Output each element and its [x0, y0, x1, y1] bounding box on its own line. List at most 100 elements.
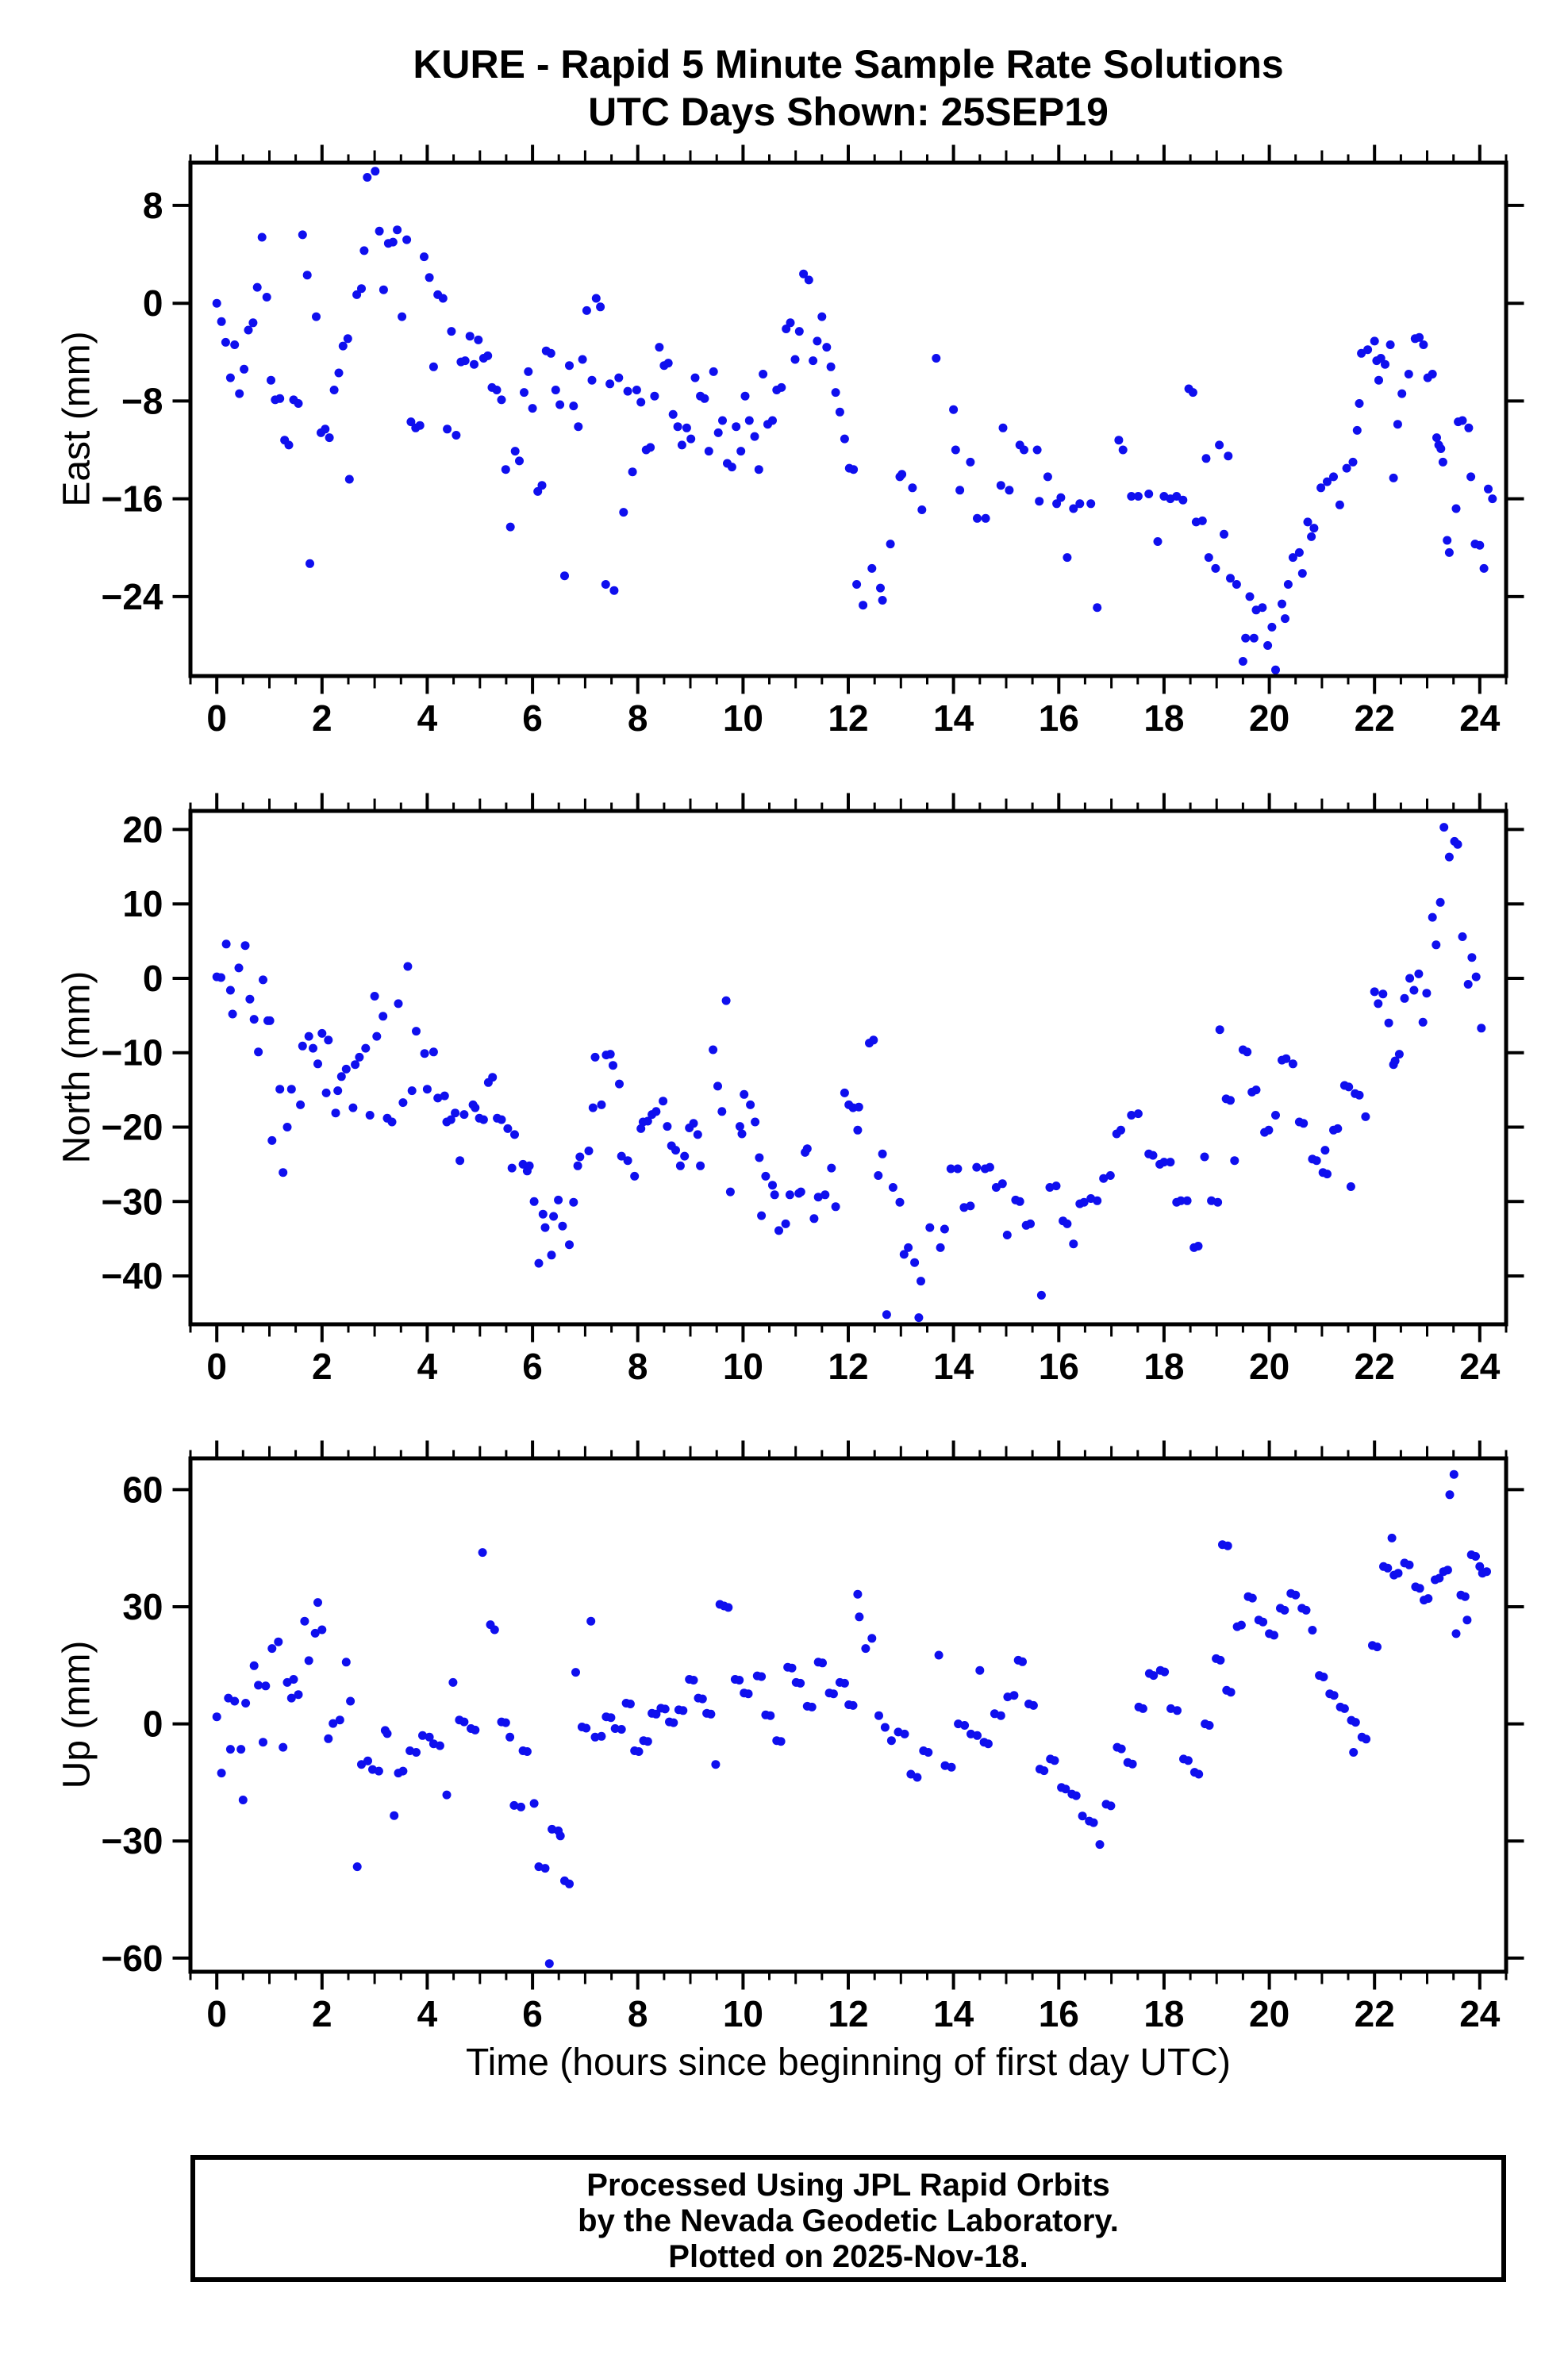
data-point [1093, 1196, 1102, 1205]
data-point [501, 1718, 510, 1727]
xtick-label: 16 [1039, 1346, 1079, 1387]
data-point [1223, 1541, 1232, 1550]
data-point [1288, 553, 1297, 563]
data-point [874, 1711, 883, 1720]
data-point [565, 361, 574, 371]
data-point [880, 1723, 890, 1732]
data-point [501, 465, 510, 474]
data-point [257, 232, 267, 242]
data-point [1428, 912, 1437, 922]
data-point [740, 1089, 749, 1099]
data-point [840, 1088, 849, 1097]
data-point [1460, 1592, 1470, 1601]
up-ticks [172, 1440, 1524, 1990]
data-point [1374, 999, 1383, 1008]
data-point [827, 1163, 836, 1173]
data-point [636, 398, 646, 407]
data-point [761, 1171, 771, 1181]
data-point [375, 226, 384, 236]
xtick-label: 6 [522, 697, 543, 739]
data-point [254, 1047, 263, 1057]
data-point [240, 941, 250, 951]
xtick-label: 16 [1039, 697, 1079, 739]
data-point [1352, 425, 1362, 435]
xtick-label: 0 [206, 1346, 227, 1387]
xtick-label: 12 [828, 1993, 868, 2034]
data-point [796, 1678, 805, 1688]
data-point [217, 317, 226, 326]
data-point [1291, 1590, 1301, 1600]
data-point [804, 275, 813, 285]
data-point [1405, 974, 1415, 983]
data-point [497, 395, 506, 405]
data-point [936, 1243, 945, 1252]
data-point [1114, 436, 1124, 445]
data-point [1475, 540, 1485, 550]
data-point [1133, 1109, 1143, 1119]
data-point [230, 340, 240, 349]
data-point [1384, 1018, 1393, 1028]
data-point [398, 312, 407, 321]
xtick-label: 24 [1459, 1346, 1501, 1387]
data-point [1312, 1156, 1321, 1166]
data-point [524, 367, 533, 376]
data-point [831, 388, 840, 398]
data-point [520, 388, 528, 398]
data-point [1444, 547, 1454, 557]
data-point [774, 1226, 783, 1235]
data-point [606, 1713, 616, 1723]
ytick-label: 0 [143, 958, 163, 999]
data-point [546, 348, 555, 358]
data-point [1405, 1560, 1414, 1569]
data-point [853, 1589, 863, 1599]
data-point [1043, 472, 1052, 482]
data-point [298, 1041, 307, 1051]
data-point [786, 318, 795, 328]
data-point [505, 1732, 515, 1742]
data-point [689, 1119, 698, 1128]
data-point [1188, 388, 1197, 398]
ytick-label: −16 [101, 478, 163, 520]
data-point [867, 1634, 877, 1643]
data-point [262, 293, 271, 302]
data-point [678, 1706, 688, 1715]
data-point [515, 456, 524, 466]
data-point [1488, 494, 1497, 504]
data-point [966, 1201, 975, 1211]
data-point [402, 235, 412, 244]
data-point [1267, 622, 1277, 632]
data-point [471, 1103, 480, 1112]
data-point [802, 1144, 812, 1154]
data-point [1194, 1769, 1204, 1779]
data-point [960, 1721, 970, 1730]
data-point [420, 252, 429, 262]
data-point [435, 1741, 444, 1750]
data-point [267, 1644, 277, 1654]
data-point [983, 1739, 993, 1749]
xtick-label: 12 [828, 697, 868, 739]
data-point [910, 1258, 920, 1267]
data-point [1351, 1718, 1360, 1727]
data-point [425, 273, 434, 282]
data-point [470, 359, 478, 369]
data-point [1333, 1124, 1343, 1133]
xtick-label: 18 [1143, 1346, 1184, 1387]
north-frame [188, 809, 1508, 1327]
data-point [274, 1637, 283, 1646]
data-point [259, 975, 267, 985]
data-point [1205, 1721, 1214, 1730]
data-point [398, 1098, 408, 1108]
data-point [1393, 1569, 1403, 1578]
ytick-label: −30 [101, 1181, 163, 1222]
data-point [1238, 657, 1247, 666]
data-point [660, 1704, 670, 1714]
data-point [387, 1117, 397, 1127]
ytick-label: −8 [121, 380, 163, 421]
data-point [1226, 1096, 1235, 1105]
data-point [522, 1747, 532, 1756]
data-point [677, 440, 686, 450]
data-point [1133, 492, 1143, 501]
data-point [275, 1085, 285, 1094]
data-point [615, 1079, 624, 1089]
up-xtick-labels: 0 2 4 6 8 10 12 14 16 18 20 22 24 [206, 1993, 1500, 2034]
